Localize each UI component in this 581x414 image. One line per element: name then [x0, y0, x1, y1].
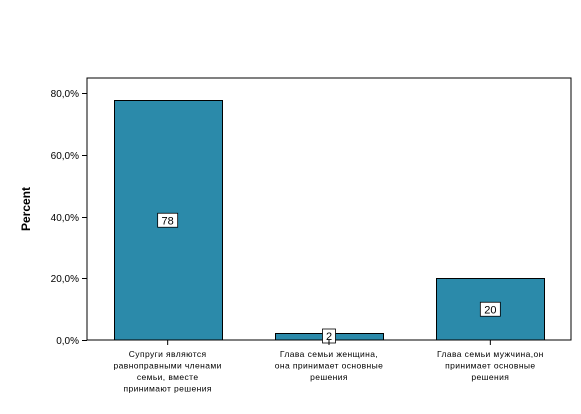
bars: 78 2 20 [114, 100, 545, 344]
category-label-line: решения [310, 372, 348, 382]
y-tick-label: 0,0% [56, 336, 79, 347]
data-label: 2 [326, 331, 332, 343]
y-tick-label: 60,0% [51, 151, 79, 162]
y-tick-label: 20,0% [51, 274, 79, 285]
category-label-line: решения [471, 372, 509, 382]
y-tick-label: 40,0% [51, 213, 79, 224]
data-label-box [479, 301, 501, 317]
data-label: 78 [162, 215, 174, 227]
category-label-line: Глава семьи женщина, [280, 349, 378, 359]
category-label-line: принимает основные [445, 361, 535, 371]
y-axis: 0,0% 20,0% 40,0% 60,0% 80,0% [51, 89, 87, 347]
x-axis: Супруги являются равноправными членами сем… [114, 340, 544, 394]
category-label: Супруги являются равноправными членами сем… [114, 349, 222, 394]
category-label-line: равноправными членами [114, 361, 222, 371]
category-label-line: принимают решения [123, 384, 211, 394]
category-label-line: Супруги являются [129, 349, 207, 359]
y-tick-label: 80,0% [51, 89, 79, 100]
category-label: Глава семьи мужчина,он принимает основные… [437, 349, 544, 382]
data-label: 20 [484, 304, 496, 316]
y-axis-label: Percent [19, 187, 33, 231]
category-label-line: семьи, вместе [137, 372, 199, 382]
category-label-line: Глава семьи мужчина,он [437, 349, 544, 359]
data-label-box [157, 212, 179, 228]
category-label-line: она принимает основные [275, 361, 384, 371]
category-label: Глава семьи женщина, она принимает основн… [275, 349, 384, 382]
